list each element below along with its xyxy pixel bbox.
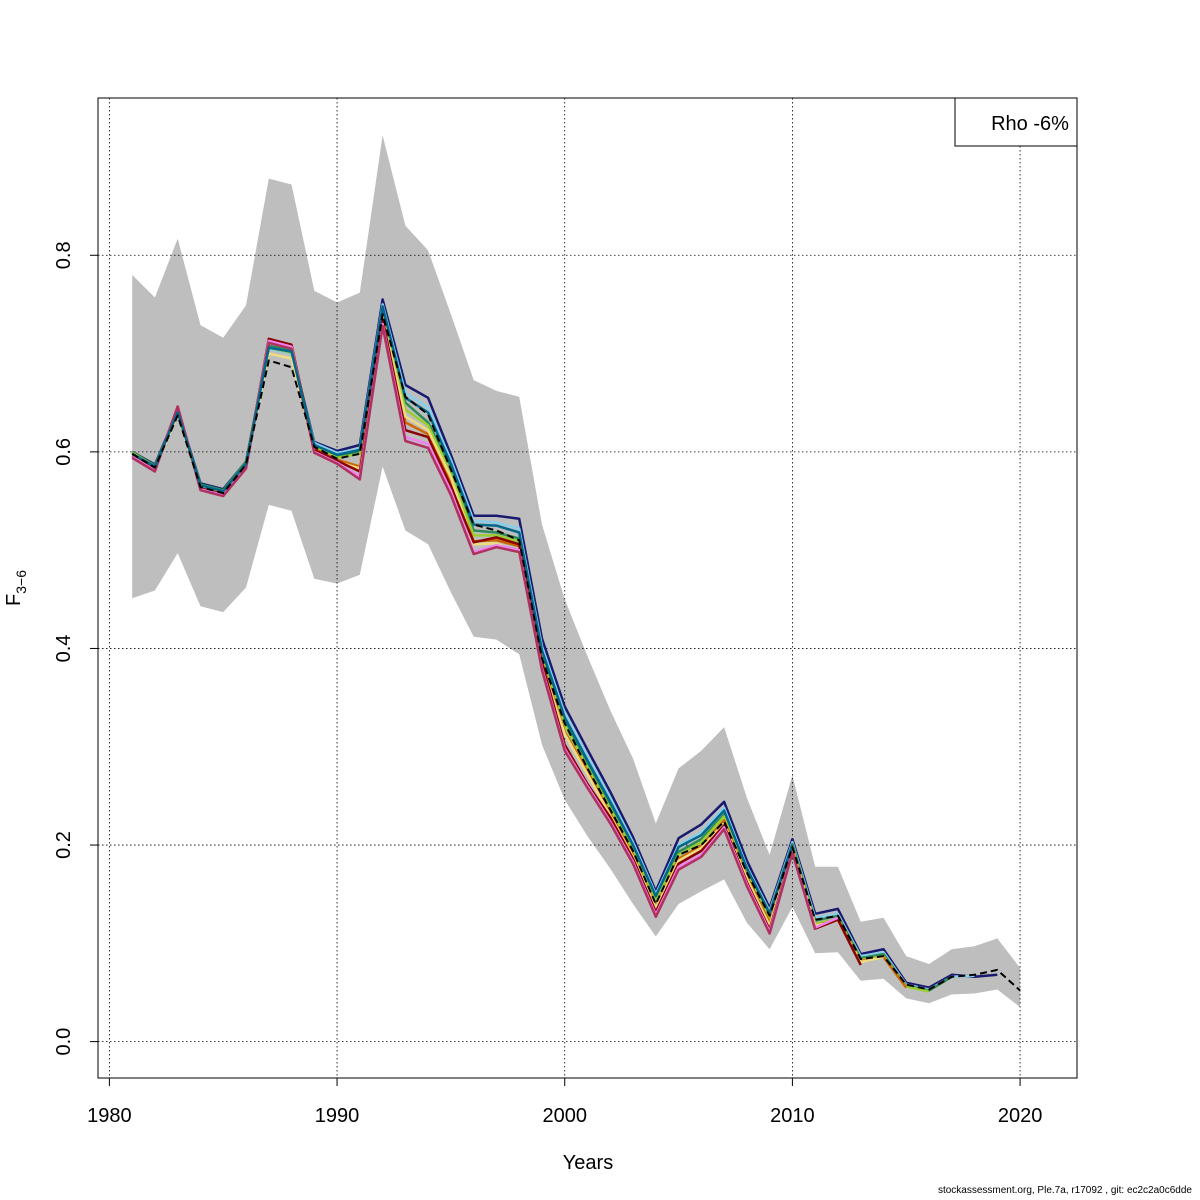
y-tick-label-0.6: 0.6 [53,438,75,466]
x-tick-label-1980: 1980 [87,1105,132,1127]
y-tick-label-0.4: 0.4 [53,635,75,663]
y-axis-title-sub: 3−6 [13,570,29,594]
legend: Rho -6% [954,97,1078,147]
y-tick-label-0.2: 0.2 [53,831,75,859]
y-tick-label-0.8: 0.8 [53,241,75,269]
y-axis-title-main: F [3,594,25,606]
confidence-band [132,135,1021,1008]
grid-layer [98,98,1077,1078]
y-tick-label-0.0: 0.0 [53,1028,75,1056]
legend-text: Rho -6% [991,113,1069,135]
footer-credit: stockassessment.org, Ple.7a, r17092 , gi… [937,1185,1192,1196]
axis-layer: 1980 1990 2000 2010 2020 0.0 0.2 0.4 0.6 0.8 [53,241,1042,1127]
x-tick-label-1990: 1990 [315,1105,360,1127]
legend-box [954,97,1078,147]
x-tick-label-2000: 2000 [542,1105,587,1127]
plot-frame [97,97,1078,1079]
y-axis-title: F3−6 [3,570,29,606]
confidence-band-layer [132,135,1021,1008]
series-line-peel-9 [131,324,817,935]
x-tick-label-2020: 2020 [998,1105,1043,1127]
series-line-final [131,313,1021,992]
x-axis-title: Years [563,1152,613,1174]
x-tick-label-2010: 2010 [770,1105,815,1127]
svg-text:F3−6: F3−6 [3,570,29,606]
series-layer [131,298,1021,993]
